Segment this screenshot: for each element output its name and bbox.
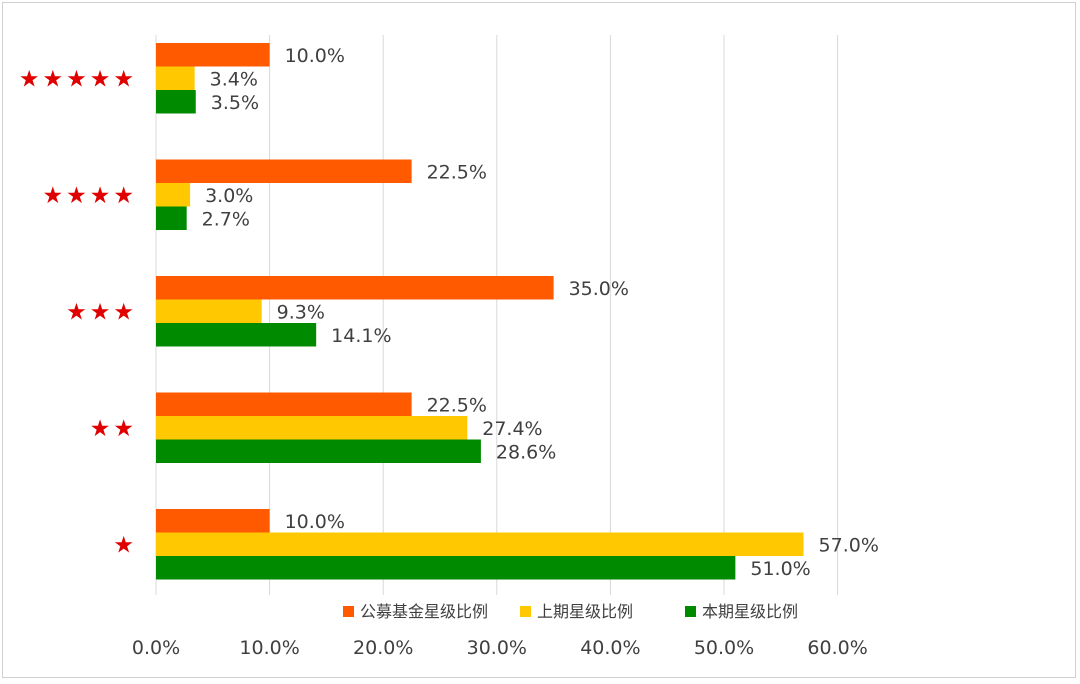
data-label: 51.0%: [750, 558, 810, 580]
bar: [156, 532, 804, 556]
x-tick-labels: 0.0% 10.0% 20.0% 30.0% 40.0% 50.0% 60.0%: [132, 637, 868, 659]
data-labels: 10.0% 3.4%3.5% 22.5% 3.0%2.7% 35.0% 9.3% 14.1%…: [202, 45, 879, 580]
legend-label: 本期星级比例: [702, 602, 798, 621]
bar: [156, 323, 317, 347]
x-tick-label: 50.0%: [694, 637, 754, 659]
data-label: 3.0%: [205, 185, 253, 207]
x-tick-label: 20.0%: [353, 637, 413, 659]
data-label: 3.4%: [210, 68, 258, 90]
bar: [156, 392, 412, 416]
legend-swatch: [520, 606, 531, 617]
data-label: 35.0%: [569, 278, 629, 300]
category-label: ★★★★: [43, 183, 137, 209]
data-label: 28.6%: [496, 441, 556, 463]
data-label: 10.0%: [285, 45, 345, 67]
bar: [156, 66, 195, 90]
x-tick-label: 60.0%: [807, 637, 867, 659]
bar-chart: 10.0% 3.4%3.5% 22.5% 3.0%2.7% 35.0% 9.3% 14.1%…: [19, 35, 879, 659]
data-label: 57.0%: [819, 534, 879, 556]
legend-swatch: [343, 606, 354, 617]
data-label: 2.7%: [202, 208, 250, 230]
bar: [156, 299, 262, 323]
bar: [156, 183, 191, 207]
data-label: 9.3%: [277, 301, 325, 323]
category-labels: ★★★★★★★★★★★★★★★: [19, 66, 137, 558]
data-label: 27.4%: [482, 418, 542, 440]
x-tick-label: 30.0%: [467, 637, 527, 659]
data-label: 22.5%: [427, 161, 487, 183]
bar: [156, 43, 270, 67]
data-label: 14.1%: [331, 325, 391, 347]
bar: [156, 416, 468, 440]
x-tick-label: 10.0%: [239, 637, 299, 659]
x-tick-label: 40.0%: [580, 637, 640, 659]
x-tick-label: 0.0%: [132, 637, 180, 659]
bar: [156, 90, 196, 114]
bar: [156, 509, 270, 533]
bars: [156, 43, 804, 580]
data-label: 3.5%: [211, 92, 259, 114]
bar: [156, 206, 187, 230]
bar: [156, 439, 481, 463]
bar: [156, 276, 554, 300]
category-label: ★: [113, 532, 137, 558]
bar: [156, 159, 412, 183]
category-label: ★★: [90, 416, 137, 442]
gridlines: [155, 35, 839, 595]
category-label: ★★★: [66, 299, 137, 325]
legend-swatch: [685, 606, 696, 617]
category-label: ★★★★★: [19, 66, 137, 92]
legend-label: 公募基金星级比例: [360, 602, 488, 621]
data-label: 22.5%: [427, 394, 487, 416]
bar: [156, 556, 736, 580]
legend: 公募基金星级比例 上期星级比例 本期星级比例: [343, 602, 798, 621]
legend-label: 上期星级比例: [537, 602, 633, 621]
data-label: 10.0%: [285, 511, 345, 533]
